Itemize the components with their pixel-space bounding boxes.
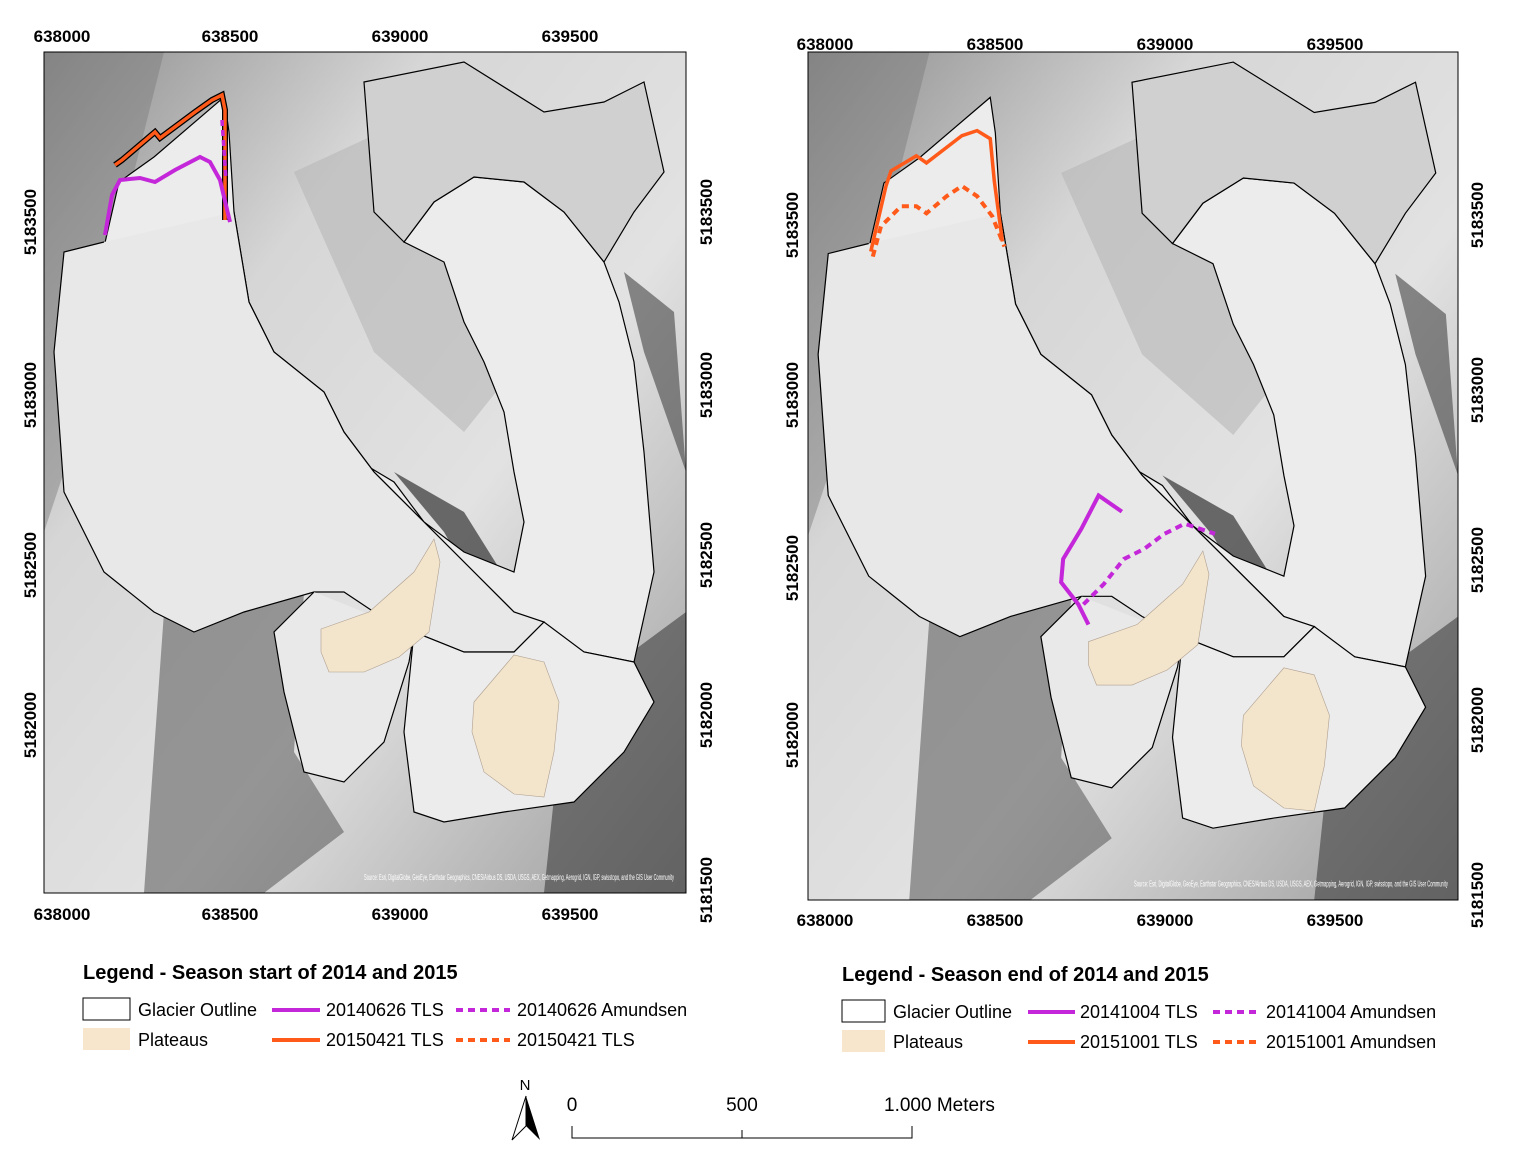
map-left: Source: Esri, DigitalGlobe, GeoEye, Eart… (43, 51, 687, 894)
x-tick-label: 638000 (797, 911, 854, 930)
legend-label: 20150421 TLS (517, 1030, 635, 1050)
y-tick-label: 5182000 (783, 702, 802, 768)
x-tick-label: 639500 (542, 905, 599, 924)
y-tick-label: 5183500 (21, 189, 40, 255)
y-tick-label: 5183000 (783, 362, 802, 428)
y-tick-label: 5182500 (21, 532, 40, 598)
swatch-plateau (842, 1030, 885, 1052)
x-tick-label: 638000 (34, 905, 91, 924)
legend-label: 20140626 TLS (326, 1000, 444, 1020)
line-2014-tls (1059, 492, 1124, 626)
north-arrow (526, 1096, 540, 1140)
y-tick-label: 5183500 (783, 192, 802, 258)
legend-label: 20151001 Amundsen (1266, 1032, 1436, 1052)
x-tick-label: 639000 (372, 905, 429, 924)
y-tick-label: 5183500 (1468, 182, 1487, 248)
y-tick-label: 5183000 (21, 362, 40, 428)
line-2014-amundsen (220, 119, 228, 181)
scale-line (571, 1126, 913, 1139)
y-tick-label: 5181500 (1468, 862, 1487, 928)
line-2015-tls (869, 128, 1005, 252)
y-tick-label: 5182000 (21, 692, 40, 758)
legend-label: 20140626 Amundsen (517, 1000, 687, 1020)
x-tick-label: 639000 (1137, 911, 1194, 930)
map-frame (807, 51, 1459, 901)
attribution: Source: Esri, DigitalGlobe, GeoEye, Eart… (1134, 880, 1448, 889)
y-tick-label: 5181500 (697, 857, 716, 923)
line-2015-amundsen (870, 183, 1007, 258)
x-tick-label: 639500 (1307, 35, 1364, 54)
x-tick-label: 638500 (202, 905, 259, 924)
x-tick-label: 639500 (1307, 911, 1364, 930)
map-frame (43, 51, 687, 894)
x-tick-label: 638500 (202, 27, 259, 46)
legend-label: 20141004 TLS (1080, 1002, 1198, 1022)
scale-bar: N 0 500 1.000 Meters (511, 1077, 995, 1141)
y-tick-label: 5183000 (1468, 357, 1487, 423)
x-tick-label: 639000 (1137, 35, 1194, 54)
y-tick-label: 5182500 (1468, 527, 1487, 593)
x-tick-label: 638500 (967, 35, 1024, 54)
legend-label: Plateaus (138, 1030, 208, 1050)
legend-right: Legend - Season end of 2014 and 2015 Gla… (841, 964, 1436, 1052)
scale-label: 0 (567, 1095, 578, 1116)
x-tick-label: 638500 (967, 911, 1024, 930)
y-tick-label: 5183000 (697, 352, 716, 418)
north-arrow (511, 1095, 527, 1141)
legend-label: 20150421 TLS (326, 1030, 444, 1050)
x-tick-label: 638000 (797, 35, 854, 54)
swatch-plateau (83, 1028, 130, 1050)
legend-title: Legend - Season start of 2014 and 2015 (83, 962, 458, 984)
x-tick-label: 638000 (34, 27, 91, 46)
line-2014-amundsen (1081, 521, 1216, 606)
line-2014-tls (103, 154, 232, 236)
legend-label: Plateaus (893, 1032, 963, 1052)
scale-label: 500 (726, 1095, 758, 1116)
swatch-outline (841, 999, 886, 1023)
y-tick-label: 5182000 (697, 682, 716, 748)
legend-label: 20141004 Amundsen (1266, 1002, 1436, 1022)
y-tick-label: 5182000 (1468, 687, 1487, 753)
ticks: 638000 638000 638500 638500 639000 639000 6395… (21, 27, 1487, 930)
y-tick-label: 5183500 (697, 179, 716, 245)
scale-label: 1.000 Meters (884, 1095, 995, 1116)
y-tick-label: 5182500 (783, 535, 802, 601)
north-label: N (520, 1077, 531, 1094)
x-tick-label: 639500 (542, 27, 599, 46)
legend-label: 20151001 TLS (1080, 1032, 1198, 1052)
legend-left: Legend - Season start of 2014 and 2015 G… (82, 962, 687, 1050)
legend-title: Legend - Season end of 2014 and 2015 (842, 964, 1209, 986)
map-right: Source: Esri, DigitalGlobe, GeoEye, Eart… (807, 51, 1459, 901)
swatch-outline (82, 997, 131, 1021)
x-tick-label: 639000 (372, 27, 429, 46)
line-2015-tls (113, 92, 227, 220)
y-tick-label: 5182500 (697, 522, 716, 588)
legend-label: Glacier Outline (893, 1002, 1012, 1022)
legend-label: Glacier Outline (138, 1000, 257, 1020)
attribution: Source: Esri, DigitalGlobe, GeoEye, Eart… (364, 873, 674, 882)
